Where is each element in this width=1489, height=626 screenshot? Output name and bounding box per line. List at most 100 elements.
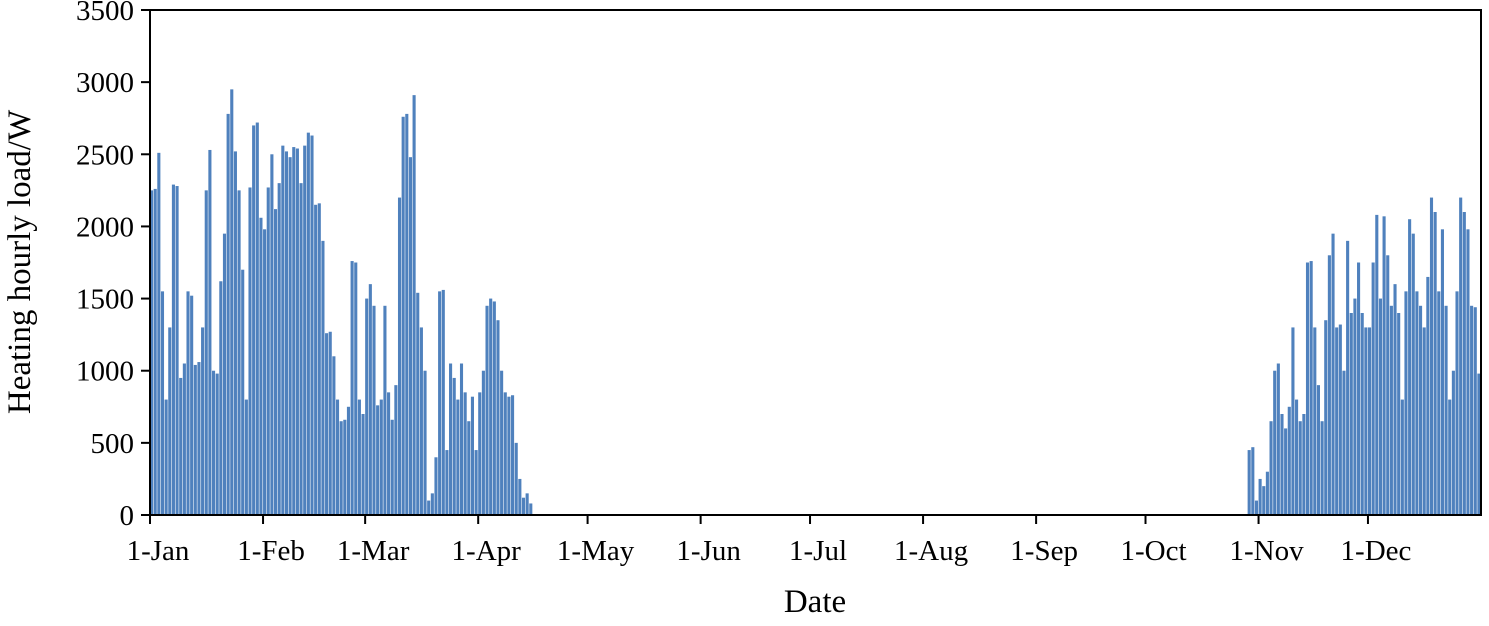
bar bbox=[1309, 261, 1313, 515]
y-tick-label: 3000 bbox=[76, 67, 134, 99]
bar bbox=[1371, 262, 1375, 515]
bar bbox=[325, 333, 329, 515]
bar bbox=[361, 414, 365, 515]
x-tick-label: 1-Mar bbox=[337, 535, 410, 567]
bar bbox=[529, 503, 533, 515]
bar bbox=[478, 392, 482, 515]
bar bbox=[1455, 291, 1459, 515]
bar bbox=[332, 356, 336, 515]
bar bbox=[496, 320, 500, 515]
bar bbox=[263, 229, 267, 515]
bar bbox=[1470, 305, 1474, 515]
bar bbox=[1324, 320, 1328, 515]
bar bbox=[518, 478, 522, 515]
bar bbox=[1466, 229, 1470, 515]
bar bbox=[252, 125, 256, 516]
y-tick-label: 2500 bbox=[76, 139, 134, 171]
bar bbox=[1262, 486, 1266, 515]
bar bbox=[390, 419, 394, 515]
bar bbox=[456, 399, 460, 515]
bar bbox=[474, 450, 478, 515]
bar bbox=[379, 399, 383, 515]
bar bbox=[1269, 421, 1273, 515]
bar bbox=[368, 284, 372, 515]
bar bbox=[419, 327, 423, 515]
bar bbox=[452, 377, 456, 515]
bar bbox=[1327, 255, 1331, 516]
bar bbox=[328, 331, 332, 515]
x-tick-label: 1-Jun bbox=[676, 535, 741, 567]
x-tick-label: 1-Sep bbox=[1010, 535, 1078, 567]
bar bbox=[255, 122, 259, 515]
bar bbox=[1462, 212, 1466, 515]
bar bbox=[1408, 219, 1412, 515]
bar bbox=[1338, 324, 1342, 515]
bar bbox=[1473, 307, 1477, 515]
bar bbox=[485, 305, 489, 515]
bar bbox=[412, 95, 416, 515]
bar bbox=[521, 497, 526, 515]
bar bbox=[1258, 478, 1262, 515]
bar bbox=[423, 370, 427, 515]
bar bbox=[1477, 373, 1481, 515]
x-tick-label: 1-Nov bbox=[1230, 535, 1305, 567]
bar bbox=[310, 135, 314, 515]
x-axis-title: Date bbox=[784, 584, 846, 620]
bar bbox=[226, 113, 230, 515]
bar bbox=[150, 190, 154, 516]
bar bbox=[233, 151, 237, 515]
bar bbox=[1313, 327, 1317, 515]
bar bbox=[230, 89, 234, 516]
bar bbox=[365, 298, 369, 515]
bar bbox=[1295, 399, 1299, 515]
y-tick-label: 2000 bbox=[76, 211, 134, 243]
bar bbox=[511, 395, 515, 515]
bar bbox=[317, 203, 321, 515]
bar bbox=[416, 292, 420, 515]
bar bbox=[350, 261, 354, 515]
bar bbox=[445, 450, 449, 515]
bar bbox=[1389, 305, 1393, 515]
bar bbox=[1342, 370, 1346, 515]
bar bbox=[503, 392, 507, 515]
bar bbox=[1426, 276, 1430, 515]
bar bbox=[335, 399, 340, 515]
bar bbox=[1349, 313, 1353, 515]
bar bbox=[463, 392, 467, 515]
bar bbox=[427, 500, 431, 515]
bar bbox=[1247, 450, 1251, 515]
bar bbox=[1273, 370, 1277, 515]
bar bbox=[1364, 327, 1368, 515]
y-tick-label: 0 bbox=[120, 500, 135, 532]
bar bbox=[449, 363, 453, 515]
bar bbox=[376, 405, 380, 515]
x-tick-label: 1-May bbox=[557, 535, 635, 567]
bar bbox=[179, 377, 183, 515]
bar bbox=[1397, 313, 1401, 515]
bar bbox=[244, 399, 248, 515]
bar bbox=[1360, 313, 1364, 515]
bar bbox=[438, 291, 442, 515]
bar bbox=[314, 204, 318, 516]
bar bbox=[237, 190, 241, 516]
bar bbox=[387, 392, 391, 515]
bar bbox=[273, 209, 278, 516]
bar bbox=[160, 291, 165, 515]
bar bbox=[1422, 327, 1426, 515]
bar bbox=[1357, 262, 1361, 515]
bar bbox=[1437, 291, 1441, 515]
bar bbox=[1346, 240, 1350, 516]
plot-border bbox=[149, 9, 1482, 516]
bar bbox=[1251, 447, 1255, 515]
x-tick-label: 1-Apr bbox=[452, 535, 522, 567]
bar bbox=[171, 184, 175, 515]
bar bbox=[1375, 214, 1379, 515]
bar bbox=[481, 370, 485, 515]
bar bbox=[168, 327, 172, 515]
bar bbox=[441, 289, 445, 515]
bar bbox=[277, 183, 281, 515]
bar bbox=[1287, 406, 1291, 515]
y-tick-label: 1500 bbox=[76, 284, 134, 316]
bar bbox=[470, 396, 474, 515]
bar bbox=[1433, 212, 1437, 515]
